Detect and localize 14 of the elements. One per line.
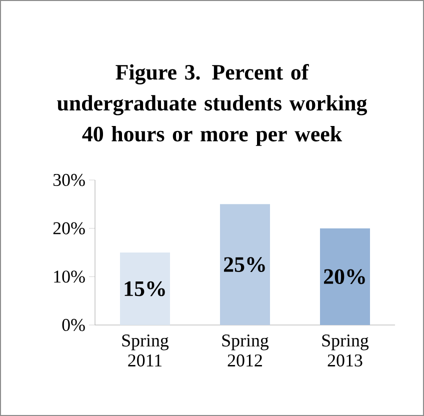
x-tick-label: Spring 2011 bbox=[122, 334, 169, 366]
chart-title: Figure 3. Percent of undergraduate students working 40 hours or more per week bbox=[57, 64, 368, 146]
y-tick-label: 10% bbox=[54, 270, 85, 283]
bar bbox=[220, 204, 270, 325]
data-label: 15% bbox=[124, 281, 165, 296]
y-tick-label: 20% bbox=[53, 222, 85, 234]
y-tick-label: 30% bbox=[53, 174, 85, 186]
y-tick-label: 0% bbox=[62, 318, 85, 332]
data-label: 20% bbox=[324, 269, 365, 284]
data-label: 25% bbox=[224, 257, 265, 272]
bar bbox=[320, 228, 370, 325]
bar bbox=[120, 252, 170, 325]
x-tick-label: Spring 2013 bbox=[322, 334, 369, 366]
x-tick-label: Spring 2012 bbox=[222, 334, 269, 366]
